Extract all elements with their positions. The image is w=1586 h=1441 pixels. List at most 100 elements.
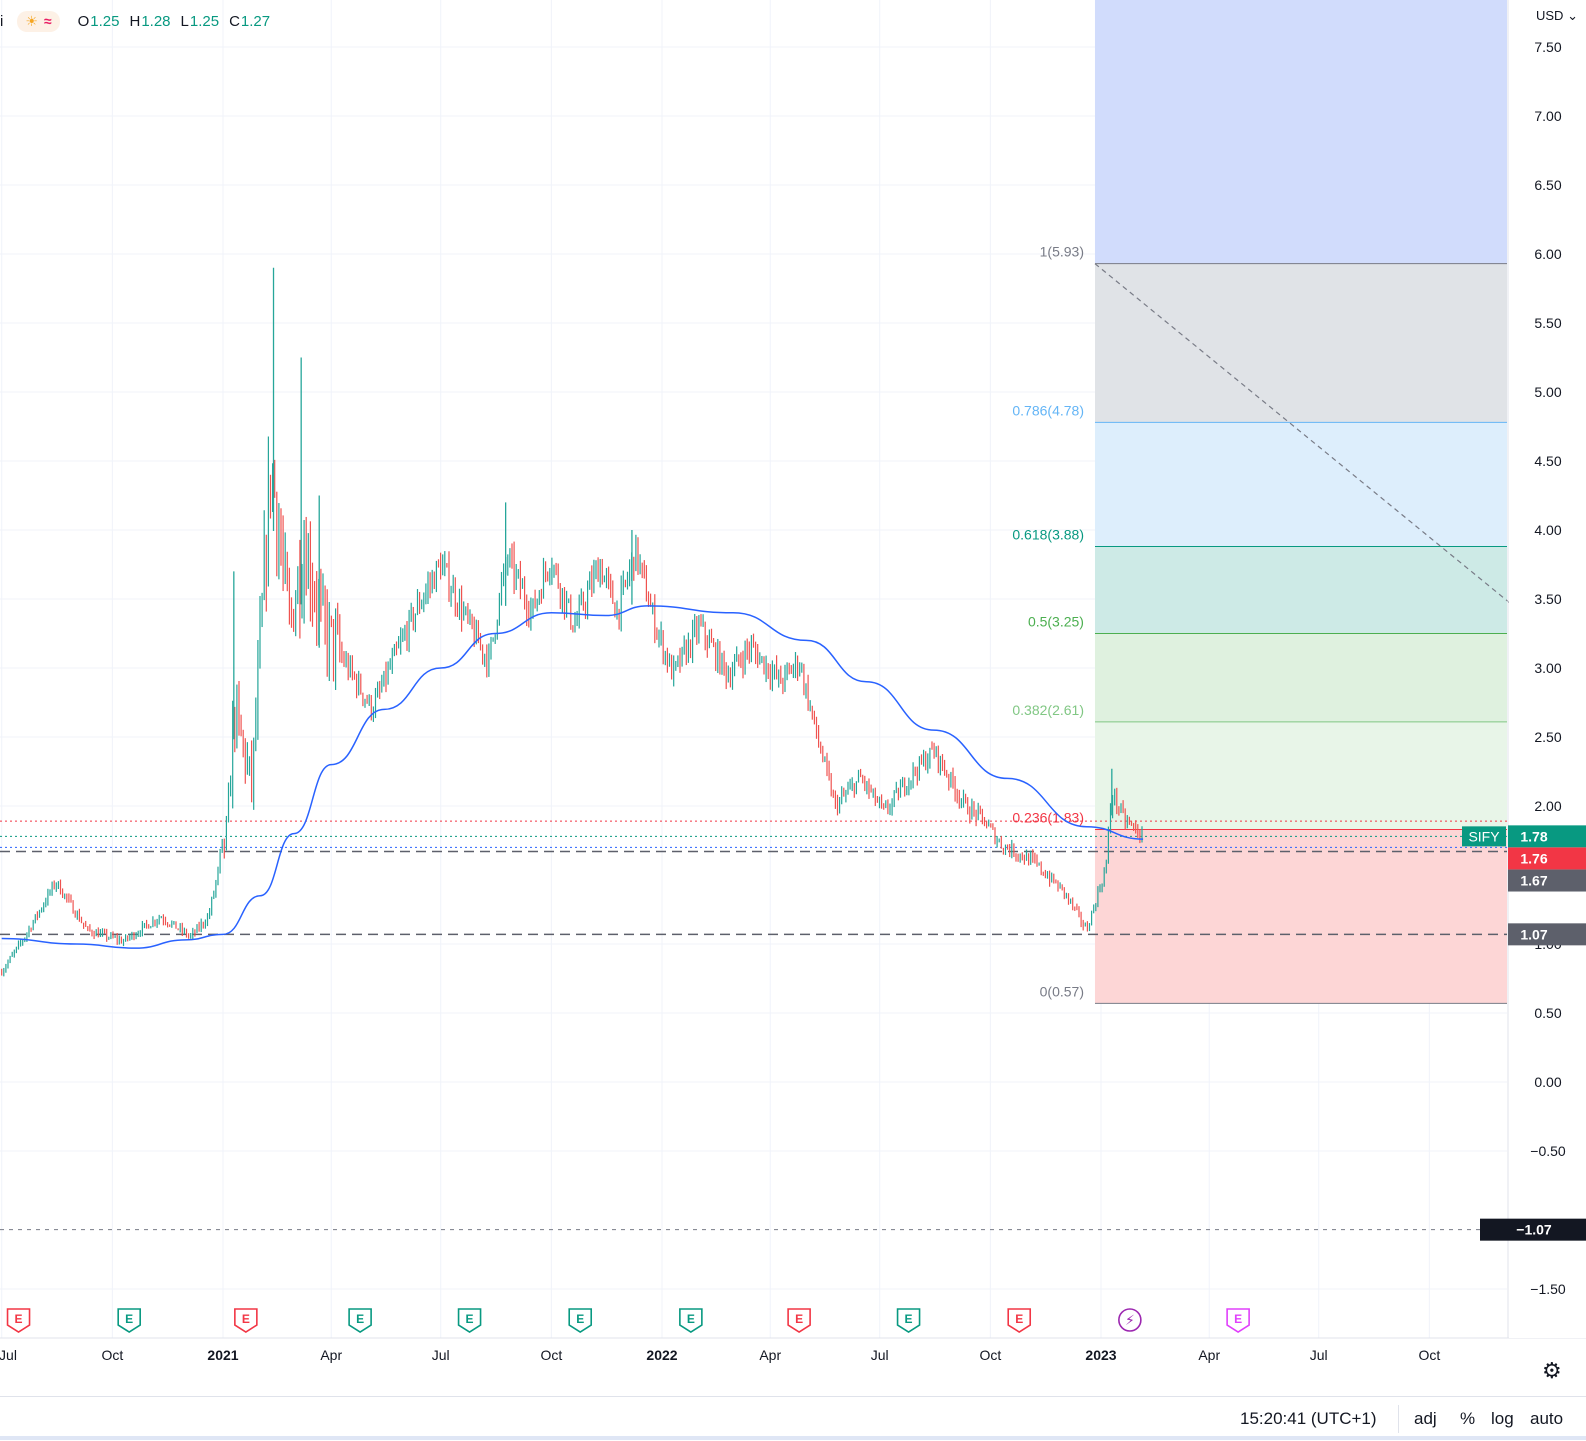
fib-zone-3 bbox=[1094, 546, 1507, 634]
high-value: 1.28 bbox=[141, 12, 171, 30]
earnings-letter: E bbox=[15, 1312, 23, 1326]
fib-level-label: 0(0.57) bbox=[1040, 983, 1084, 999]
earnings-event-icon[interactable]: E bbox=[457, 1308, 482, 1333]
earnings-letter: E bbox=[795, 1312, 803, 1326]
price-tick-label: 7.00 bbox=[1534, 108, 1561, 124]
adj-toggle[interactable]: adj bbox=[1414, 1409, 1437, 1428]
price-tag-label: −1.07 bbox=[1516, 1222, 1552, 1238]
price-tick-label: 0.50 bbox=[1534, 1005, 1561, 1021]
price-chart[interactable]: 1(5.93) 0.786(4.78) 0.618(3.88) 0.5(3.25) 0.… bbox=[0, 0, 1586, 1396]
log-toggle[interactable]: log bbox=[1491, 1409, 1514, 1428]
time-tick-label: Oct bbox=[1418, 1347, 1440, 1363]
fib-level-label: 0.786(4.78) bbox=[1012, 402, 1084, 418]
high-key: H bbox=[129, 12, 141, 30]
price-tick-label: 4.00 bbox=[1534, 522, 1561, 538]
time-tick-label: 2021 bbox=[207, 1347, 238, 1363]
price-tick-label: −0.50 bbox=[1530, 1143, 1566, 1159]
fib-level-label: 0.5(3.25) bbox=[1028, 614, 1084, 630]
price-tick-label: 5.00 bbox=[1534, 384, 1561, 400]
earnings-event-icon[interactable]: E bbox=[896, 1308, 921, 1333]
auto-toggle[interactable]: auto bbox=[1530, 1409, 1564, 1428]
earnings-event-icon[interactable]: E bbox=[679, 1308, 703, 1333]
currency-label: USD bbox=[1536, 8, 1564, 23]
status-divider bbox=[1398, 1405, 1399, 1433]
time-tick-label: Jul bbox=[0, 1347, 17, 1363]
fib-zone-5 bbox=[1094, 721, 1507, 830]
time-tick-label: Jul bbox=[871, 1347, 889, 1363]
price-tag-label: 1.67 bbox=[1520, 873, 1547, 889]
fib-level-label: 1(5.93) bbox=[1040, 244, 1084, 260]
earnings-letter: E bbox=[576, 1312, 584, 1326]
ohlc-legend: i ☀ ≈ O 1.25 H 1.28 L 1.25 C 1.27 bbox=[0, 8, 280, 34]
percent-toggle[interactable]: % bbox=[1460, 1409, 1476, 1428]
price-tick-label: 5.50 bbox=[1534, 315, 1561, 331]
bottom-border bbox=[0, 1436, 1586, 1440]
earnings-letter: E bbox=[1234, 1312, 1242, 1326]
earnings-letter: E bbox=[466, 1312, 474, 1326]
gear-icon[interactable]: ⚙ bbox=[1542, 1358, 1562, 1383]
earnings-letter: E bbox=[125, 1312, 133, 1326]
ticker-tag-label: SIFY bbox=[1468, 828, 1500, 844]
low-value: 1.25 bbox=[189, 12, 220, 30]
earnings-letter: E bbox=[1015, 1312, 1023, 1326]
fib-zone-4 bbox=[1094, 633, 1507, 722]
earnings-event-icon[interactable]: E bbox=[787, 1308, 811, 1333]
price-tag-bg bbox=[1508, 847, 1586, 870]
earnings-event-icon[interactable]: ⚡ bbox=[1118, 1308, 1142, 1332]
price-tag-label: 1.07 bbox=[1520, 926, 1547, 942]
earnings-event-icon[interactable]: E bbox=[6, 1308, 31, 1333]
sun-icon: ☀ bbox=[25, 12, 38, 29]
earnings-letter: E bbox=[687, 1312, 695, 1326]
earnings-event-icon[interactable]: E bbox=[568, 1308, 593, 1333]
time-tick-label: Jul bbox=[1310, 1347, 1328, 1363]
ticker-tag bbox=[1462, 826, 1506, 847]
fib-level-label: 0.618(3.88) bbox=[1012, 527, 1084, 543]
price-tag-bg bbox=[1480, 1218, 1586, 1241]
fib-zone-2 bbox=[1094, 422, 1507, 547]
earnings-event-icon[interactable]: E bbox=[1007, 1308, 1032, 1333]
moving-average-line bbox=[1, 605, 1144, 949]
price-tag-label: 1.78 bbox=[1520, 828, 1547, 844]
earnings-letter: E bbox=[905, 1312, 913, 1326]
wave-icon: ≈ bbox=[43, 13, 52, 29]
time-tick-label: Oct bbox=[101, 1347, 123, 1363]
chevron-down-icon: ⌄ bbox=[1563, 8, 1578, 23]
price-tag-label: 1.76 bbox=[1520, 850, 1547, 866]
time-tick-label: 2022 bbox=[646, 1347, 677, 1363]
fib-level-label: 0.236(1.83) bbox=[1012, 809, 1084, 825]
price-tag-bg bbox=[1508, 869, 1586, 892]
fib-zone-1 bbox=[1094, 263, 1507, 423]
time-tick-label: Apr bbox=[320, 1347, 342, 1363]
price-tick-label: 3.00 bbox=[1534, 660, 1561, 676]
price-axis-bg bbox=[1509, 0, 1586, 1338]
earnings-letter: E bbox=[356, 1312, 364, 1326]
price-tag-bg bbox=[1508, 825, 1586, 848]
fib-level-label: 0.382(2.61) bbox=[1012, 702, 1084, 718]
time-tick-label: Apr bbox=[1198, 1347, 1220, 1363]
price-tick-label: 6.00 bbox=[1534, 246, 1561, 262]
close-value: 1.27 bbox=[240, 12, 271, 30]
price-tick-label: −1.50 bbox=[1530, 1281, 1566, 1297]
fib-zone-0 bbox=[1094, 0, 1507, 264]
earnings-event-icon[interactable]: E bbox=[234, 1308, 258, 1333]
price-tick-label: 6.50 bbox=[1534, 177, 1561, 193]
event-markers: E E E E E E E E E E ⚡ E bbox=[6, 1308, 1250, 1333]
currency-selector[interactable]: USD ⌄ bbox=[1536, 8, 1578, 24]
open-key: O bbox=[77, 12, 90, 30]
price-tick-label: 4.50 bbox=[1534, 453, 1561, 469]
session-indicator[interactable]: ☀ ≈ bbox=[17, 10, 60, 32]
close-key: C bbox=[229, 12, 240, 30]
clock-time: 15:20:41 (UTC+1) bbox=[1240, 1409, 1377, 1428]
price-tick-label: 3.50 bbox=[1534, 591, 1561, 607]
price-tick-label: 7.50 bbox=[1534, 39, 1561, 55]
earnings-event-icon[interactable]: E bbox=[117, 1308, 141, 1333]
time-tick-label: Oct bbox=[979, 1347, 1001, 1363]
lightning-icon: ⚡ bbox=[1125, 1313, 1135, 1329]
status-bar: 15:20:41 (UTC+1) adj % log auto bbox=[0, 1396, 1586, 1441]
time-tick-label: Jul bbox=[432, 1347, 450, 1363]
price-tick-label: 2.00 bbox=[1534, 798, 1561, 814]
earnings-event-icon[interactable]: E bbox=[348, 1308, 372, 1333]
earnings-event-icon[interactable]: E bbox=[1226, 1308, 1250, 1333]
symbol-label: i bbox=[0, 12, 4, 30]
open-value: 1.25 bbox=[90, 12, 120, 30]
